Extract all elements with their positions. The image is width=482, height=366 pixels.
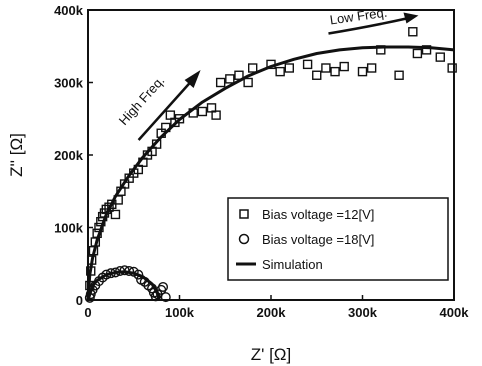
data-point-square <box>266 59 276 70</box>
data-point-square <box>110 209 121 220</box>
axis-ticks: 0 100k 200k 300k 400k 0 100k 200k 300k 400k <box>54 3 469 320</box>
annotation-high-freq: High Freq. <box>116 73 168 128</box>
legend: Bias voltage =12[V] Bias voltage =18[V] … <box>227 197 449 281</box>
arrowhead-low-freq <box>403 12 419 24</box>
data-point-square <box>234 70 244 80</box>
data-point-circle <box>101 269 112 280</box>
simulation-curve-12v <box>86 45 455 301</box>
data-point-square <box>275 66 285 77</box>
data-point-square <box>366 63 377 73</box>
data-point-circle <box>147 283 158 294</box>
arrow-low-freq <box>328 17 407 35</box>
legend-marker-square <box>239 209 249 219</box>
legend-marker-circle <box>238 233 250 245</box>
data-point-square <box>447 63 457 73</box>
data-point-square <box>247 63 258 73</box>
data-point-square <box>92 228 102 239</box>
data-point-square <box>86 266 96 276</box>
y-tick-label: 100k <box>54 221 84 236</box>
data-point-square <box>408 27 418 37</box>
x-tick-label: 100k <box>165 305 195 320</box>
data-point-square <box>330 66 340 77</box>
legend-entry-18v: Bias voltage =18[V] <box>262 232 374 247</box>
data-points <box>84 27 457 303</box>
data-point-square <box>101 204 112 215</box>
data-point-circle <box>133 269 144 280</box>
legend-entry-12v: Bias voltage =12[V] <box>262 207 374 222</box>
data-point-square <box>321 63 331 73</box>
data-point-square <box>151 139 162 149</box>
x-tick-label: 400k <box>440 305 470 320</box>
data-point-square <box>394 70 404 80</box>
data-point-circle <box>160 292 171 303</box>
data-point-circle <box>105 268 116 279</box>
x-tick-label: 0 <box>84 305 91 320</box>
data-point-circle <box>85 289 96 300</box>
x-tick-label: 300k <box>348 305 378 320</box>
arrow-high-freq <box>137 81 192 141</box>
data-point-square <box>312 70 322 80</box>
x-tick-label: 200k <box>257 305 287 320</box>
data-point-square <box>376 45 386 55</box>
data-point-circle <box>156 284 167 295</box>
data-point-square <box>357 66 368 77</box>
data-point-square <box>197 106 208 117</box>
data-point-square <box>243 77 253 88</box>
data-point-square <box>104 202 114 212</box>
data-point-square <box>339 61 349 72</box>
y-tick-label: 300k <box>54 76 84 91</box>
legend-entry-simulation: Simulation <box>262 257 323 272</box>
data-point-square <box>284 63 294 73</box>
data-point-square <box>421 45 432 55</box>
data-point-square <box>302 59 313 70</box>
y-tick-label: 0 <box>76 293 83 308</box>
data-point-circle <box>150 291 161 302</box>
y-axis-label: Z'' [Ω] <box>7 133 26 177</box>
data-point-circle <box>110 267 121 278</box>
data-point-square <box>161 122 171 133</box>
data-point-square <box>174 114 185 124</box>
y-tick-label: 400k <box>54 3 84 18</box>
data-point-square <box>211 110 221 120</box>
data-point-square <box>215 77 226 88</box>
data-point-square <box>412 48 423 59</box>
data-point-square <box>225 74 235 84</box>
data-point-square <box>86 255 97 265</box>
legend-box <box>227 197 449 281</box>
data-point-square <box>188 108 198 118</box>
data-point-square <box>94 222 104 233</box>
data-point-square <box>435 52 445 62</box>
x-axis-label: Z' [Ω] <box>251 345 292 364</box>
y-tick-label: 200k <box>54 148 84 163</box>
data-point-circle <box>158 281 169 292</box>
data-point-circle <box>124 266 135 277</box>
arrowhead-high-freq <box>184 70 201 88</box>
data-point-circle <box>119 265 130 276</box>
